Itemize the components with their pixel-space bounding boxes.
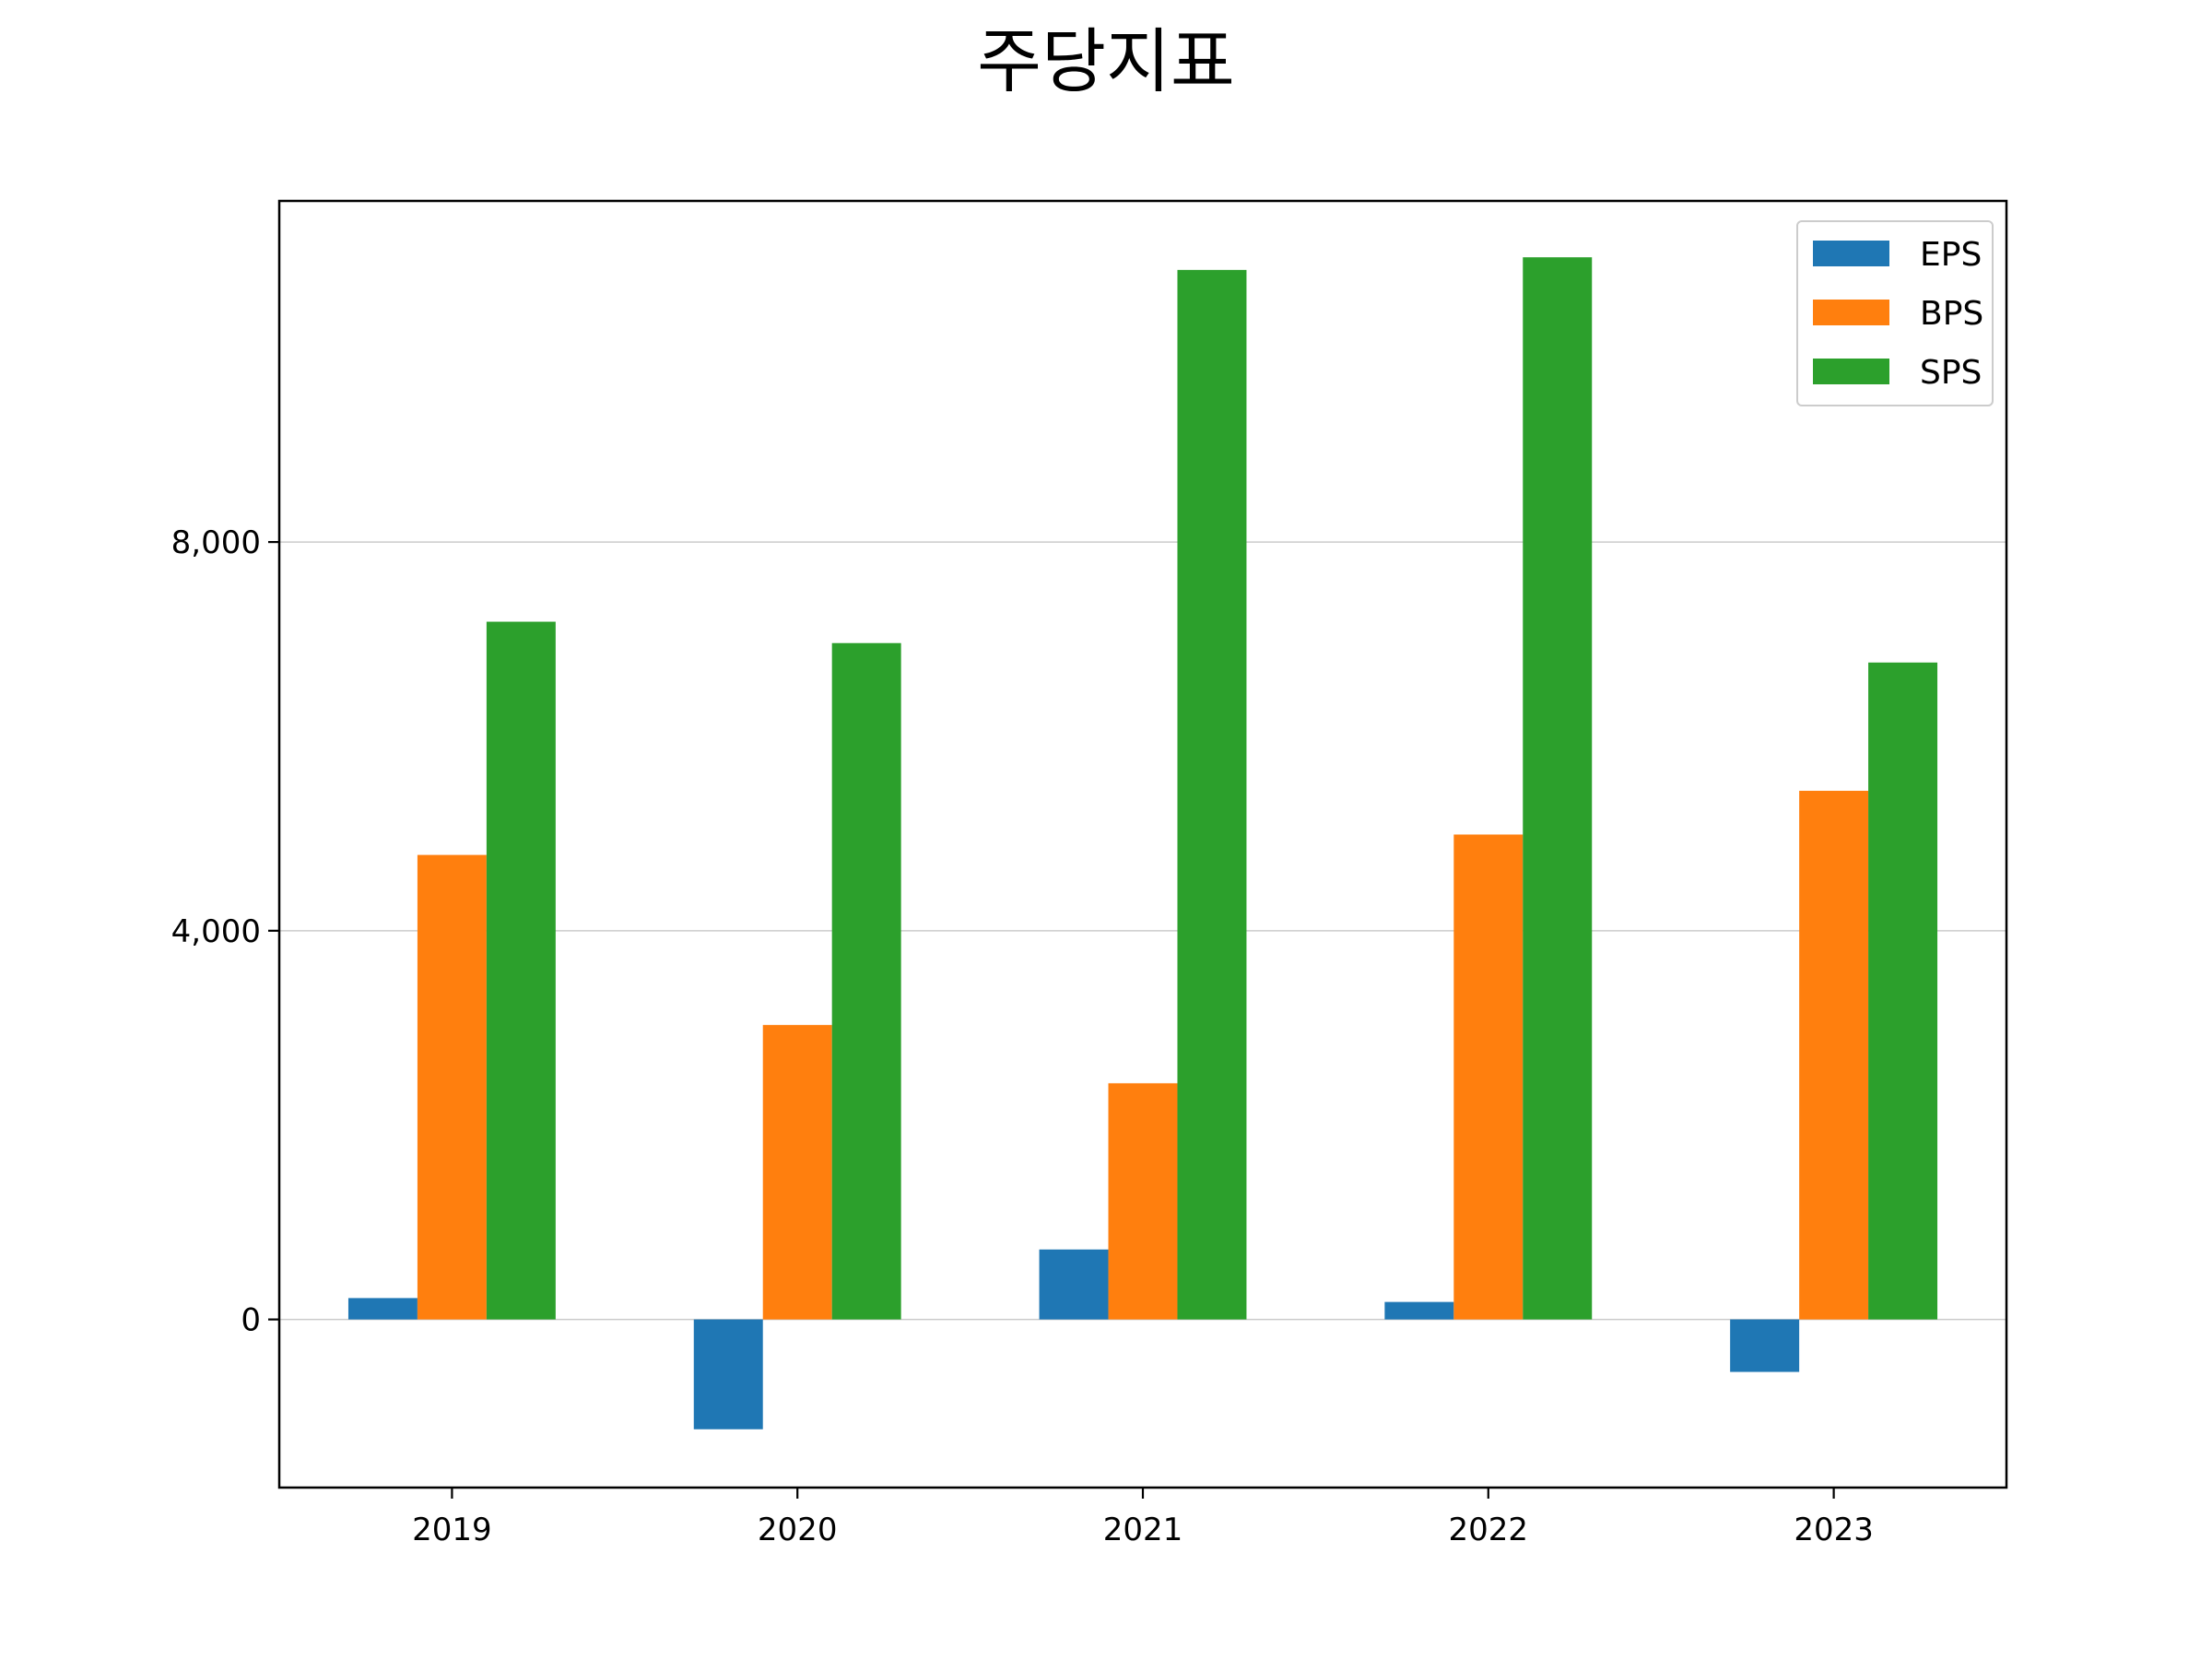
y-tick-label: 4,000 xyxy=(171,913,261,950)
bar-sps-2019 xyxy=(486,621,556,1320)
legend-label-sps: SPS xyxy=(1920,354,1982,392)
bar-sps-2023 xyxy=(1868,662,1938,1320)
bar-sps-2022 xyxy=(1523,257,1593,1320)
x-tick-label: 2023 xyxy=(1794,1512,1874,1548)
legend-label-bps: BPS xyxy=(1920,295,1983,333)
bar-bps-2021 xyxy=(1108,1083,1178,1320)
x-tick-label: 2020 xyxy=(758,1512,838,1548)
x-tick-label: 2022 xyxy=(1449,1512,1529,1548)
y-tick-label: 0 xyxy=(241,1302,261,1339)
legend-label-eps: EPS xyxy=(1920,236,1982,274)
legend-swatch-bps xyxy=(1813,300,1889,325)
bar-bps-2023 xyxy=(1799,791,1869,1320)
bar-eps-2023 xyxy=(1730,1319,1800,1372)
axis-ticks: 0 4,000 8,000 2019 2020 2021 2022 2023 xyxy=(171,524,1874,1548)
legend: EPS BPS SPS xyxy=(1796,220,1994,406)
y-tick-label: 8,000 xyxy=(171,524,261,561)
bar-eps-2022 xyxy=(1384,1301,1454,1320)
chart-title: 주당지표 xyxy=(977,20,1235,102)
bar-sps-2021 xyxy=(1177,269,1247,1320)
x-tick-label: 2019 xyxy=(412,1512,492,1548)
bar-bps-2022 xyxy=(1453,834,1524,1320)
bar-eps-2021 xyxy=(1039,1249,1109,1320)
bar-eps-2020 xyxy=(693,1319,763,1430)
bar-bps-2020 xyxy=(762,1025,832,1320)
bar-eps-2019 xyxy=(347,1298,418,1320)
bar-bps-2019 xyxy=(417,854,487,1320)
x-tick-label: 2021 xyxy=(1103,1512,1183,1548)
legend-swatch-eps xyxy=(1813,241,1889,266)
bars xyxy=(347,257,1938,1430)
bar-sps-2020 xyxy=(831,642,901,1320)
legend-swatch-sps xyxy=(1813,359,1889,384)
